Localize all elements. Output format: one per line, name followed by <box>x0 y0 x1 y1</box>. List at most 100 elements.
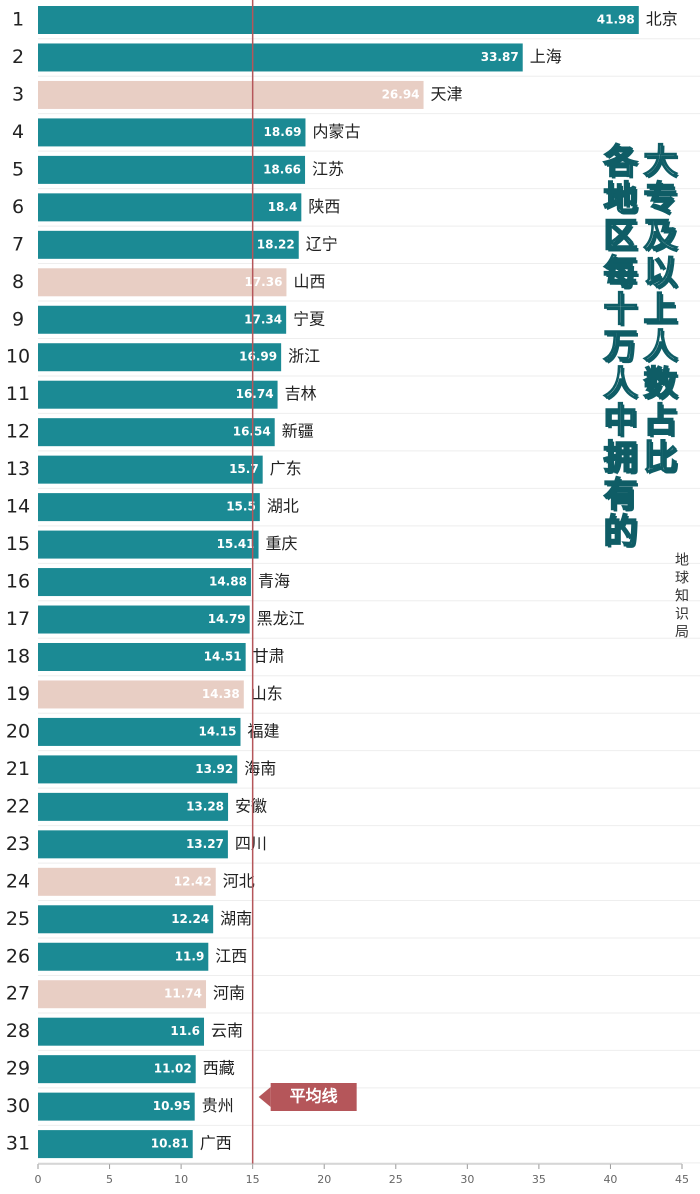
bar <box>38 268 287 297</box>
category-label: 海南 <box>244 759 276 778</box>
category-label: 陕西 <box>308 197 340 216</box>
x-tick-label: 25 <box>389 1173 403 1186</box>
rank-label: 1 <box>12 9 24 31</box>
category-label: 广东 <box>270 459 302 478</box>
category-label: 山东 <box>251 684 283 703</box>
rank-label: 9 <box>12 308 24 330</box>
bar <box>38 942 209 971</box>
value-label: 14.15 <box>199 724 237 738</box>
rank-label: 25 <box>6 908 30 930</box>
category-label: 湖北 <box>267 497 299 516</box>
category-label: 吉林 <box>285 384 317 403</box>
category-label: 宁夏 <box>293 309 325 328</box>
bar <box>38 230 299 259</box>
rank-label: 3 <box>12 83 24 105</box>
category-label: 黑龙江 <box>257 609 305 628</box>
bar <box>38 80 424 109</box>
value-label: 16.99 <box>239 350 277 364</box>
bar <box>38 680 244 709</box>
category-label: 内蒙古 <box>312 122 360 141</box>
chart-title: 各地区每十万人中拥有的 <box>596 142 638 551</box>
x-tick-label: 40 <box>603 1173 617 1186</box>
rank-label: 24 <box>6 870 30 892</box>
rank-label: 8 <box>12 271 24 293</box>
rank-label: 30 <box>6 1095 30 1117</box>
rank-label: 29 <box>6 1058 30 1080</box>
x-tick-label: 20 <box>317 1173 331 1186</box>
value-label: 13.92 <box>195 762 233 776</box>
value-label: 11.02 <box>154 1062 192 1076</box>
bar <box>38 418 275 447</box>
x-tick-label: 5 <box>106 1173 113 1186</box>
bar <box>38 493 260 522</box>
rank-label: 15 <box>6 533 30 555</box>
value-label: 33.87 <box>481 50 519 64</box>
value-label: 17.34 <box>244 312 282 326</box>
value-label: 15.7 <box>229 462 259 476</box>
category-label: 安徽 <box>235 796 267 815</box>
rank-label: 4 <box>12 121 24 143</box>
rank-label: 12 <box>6 421 30 443</box>
rank-label: 18 <box>6 645 30 667</box>
category-label: 江西 <box>215 946 247 965</box>
category-label: 甘肃 <box>253 646 285 665</box>
value-label: 15.41 <box>217 537 255 551</box>
bar <box>38 305 287 334</box>
bar <box>38 43 523 72</box>
rank-label: 5 <box>12 158 24 180</box>
value-label: 12.24 <box>171 912 209 926</box>
value-label: 18.22 <box>257 237 295 251</box>
rank-label: 21 <box>6 758 30 780</box>
rank-label: 17 <box>6 608 30 630</box>
reference-label-box <box>270 1083 357 1111</box>
category-label: 河南 <box>213 984 245 1003</box>
x-tick-label: 45 <box>675 1173 689 1186</box>
value-label: 11.6 <box>170 1024 200 1038</box>
bar <box>38 792 229 821</box>
category-label: 广西 <box>200 1134 232 1153</box>
value-label: 18.4 <box>268 200 298 214</box>
category-label: 重庆 <box>266 534 298 553</box>
value-label: 16.54 <box>233 425 271 439</box>
category-label: 福建 <box>248 721 280 740</box>
category-label: 山西 <box>293 272 325 291</box>
value-label: 14.88 <box>209 575 247 589</box>
bar <box>38 193 302 222</box>
value-label: 10.81 <box>151 1137 189 1151</box>
bar <box>38 1017 205 1046</box>
rank-label: 11 <box>6 383 30 405</box>
bar <box>38 568 251 597</box>
bar <box>38 605 250 634</box>
value-label: 11.74 <box>164 987 202 1001</box>
value-label: 10.95 <box>153 1099 191 1113</box>
category-label: 河北 <box>223 871 255 890</box>
value-label: 16.74 <box>236 387 274 401</box>
category-label: 青海 <box>258 572 290 591</box>
bar <box>38 717 241 746</box>
x-tick-label: 35 <box>532 1173 546 1186</box>
bar <box>38 455 263 484</box>
rank-label: 27 <box>6 983 30 1005</box>
category-label: 新疆 <box>282 422 314 441</box>
bar <box>38 905 214 934</box>
rank-label: 20 <box>6 720 30 742</box>
value-label: 15.5 <box>226 500 256 514</box>
value-label: 26.94 <box>382 87 420 101</box>
value-label: 18.69 <box>264 125 302 139</box>
category-label: 四川 <box>235 834 267 853</box>
value-label: 14.38 <box>202 687 240 701</box>
bar <box>38 155 306 184</box>
bar <box>38 1055 196 1084</box>
rank-label: 2 <box>12 46 24 68</box>
category-label: 西藏 <box>203 1059 235 1078</box>
rank-label: 22 <box>6 795 30 817</box>
value-label: 41.98 <box>597 13 635 27</box>
value-label: 14.79 <box>208 612 246 626</box>
bar <box>38 755 238 784</box>
category-label: 浙江 <box>288 347 320 366</box>
rank-label: 23 <box>6 833 30 855</box>
source: 地球知识局 <box>673 552 689 642</box>
x-tick-label: 10 <box>174 1173 188 1186</box>
